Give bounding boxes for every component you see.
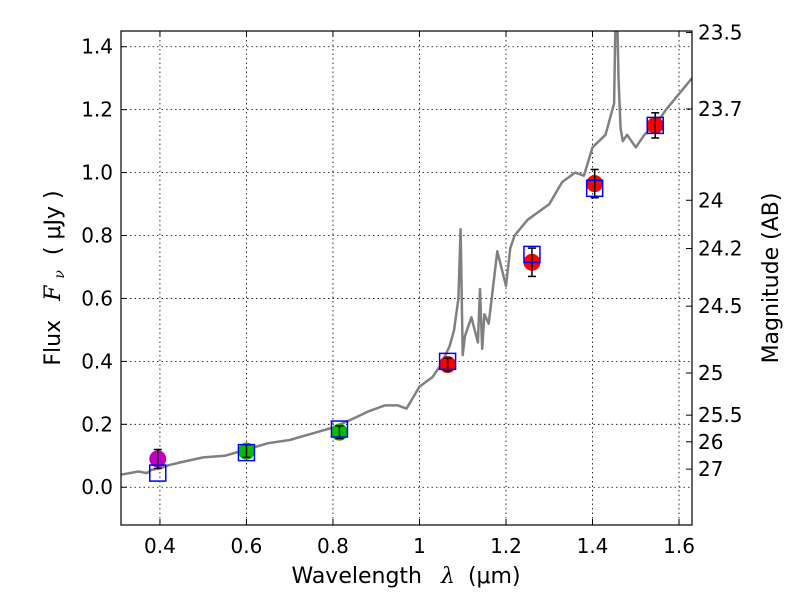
x-tick-label: 0.6 xyxy=(231,534,263,558)
right-tick-label: 26 xyxy=(698,430,723,454)
model-point xyxy=(438,352,457,371)
right-tick-label: 25.5 xyxy=(698,403,743,427)
grid-lines xyxy=(121,31,692,525)
x-tick-label: 1.2 xyxy=(490,534,522,558)
plot-background xyxy=(121,31,692,525)
y-axis-ticks: 0.0 0.2 0.4 0.6 0.8 1.0 1.2 1.4 xyxy=(81,35,127,499)
right-axis-ticks: 23.5 23.7 24 24.2 24.5 25 25.5 26 27 xyxy=(686,20,743,481)
y-tick-label: 0.4 xyxy=(81,349,113,373)
model-point xyxy=(523,245,541,264)
right-tick-label: 24 xyxy=(698,188,723,212)
right-tick-label: 24.2 xyxy=(698,237,743,261)
y-axis-label: Flux F ν ( μJy ) xyxy=(41,190,70,365)
right-axis-label: Magnitude (AB) xyxy=(759,193,784,364)
x-tick-label: 0.8 xyxy=(317,534,349,558)
right-tick-label: 27 xyxy=(698,457,723,481)
model-point xyxy=(237,443,256,462)
model-point xyxy=(330,420,349,438)
y-tick-label: 0.2 xyxy=(81,412,113,436)
y-tick-label: 1.4 xyxy=(81,35,113,59)
plot-frame xyxy=(120,30,693,526)
y-tick-label: 1.0 xyxy=(81,161,113,185)
x-axis-ticks: 0.4 0.6 0.8 1 1.2 1.4 1.6 xyxy=(144,31,695,558)
x-tick-label: 1.6 xyxy=(663,534,695,558)
x-tick-label: 1 xyxy=(413,534,426,558)
y-tick-label: 0.8 xyxy=(81,224,113,248)
right-tick-label: 23.5 xyxy=(698,20,743,44)
y-tick-label: 0.6 xyxy=(81,286,113,310)
model-point xyxy=(646,116,664,135)
right-tick-label: 25 xyxy=(698,361,723,385)
model-point xyxy=(585,179,604,198)
model-point xyxy=(149,464,167,482)
x-axis-label: Wavelength λ (μm) xyxy=(291,564,520,589)
x-tick-label: 1.4 xyxy=(577,534,609,558)
plot-area xyxy=(121,31,692,482)
x-tick-label: 0.4 xyxy=(144,534,176,558)
right-tick-label: 23.7 xyxy=(698,97,743,121)
right-tick-label: 24.5 xyxy=(698,294,743,318)
y-tick-label: 1.2 xyxy=(81,98,113,122)
y-tick-label: 0.0 xyxy=(81,475,113,499)
